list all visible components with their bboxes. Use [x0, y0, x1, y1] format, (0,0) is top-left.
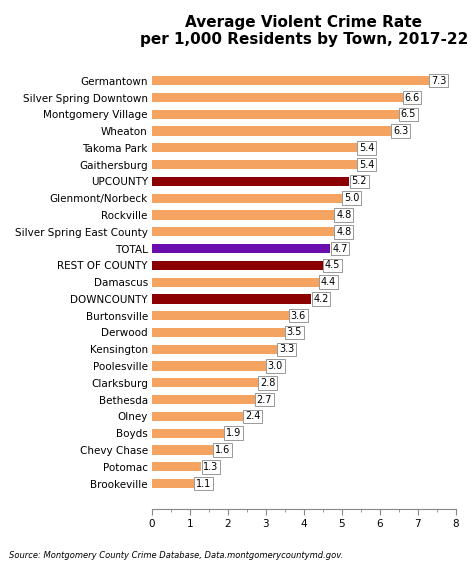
Text: 7.3: 7.3	[431, 76, 447, 86]
Bar	[152, 177, 349, 186]
Text: Source: Montgomery County Crime Database, Data.montgomerycountymd.gov.: Source: Montgomery County Crime Database…	[9, 551, 344, 560]
Bar	[152, 244, 330, 253]
Bar	[152, 76, 429, 85]
Bar	[152, 328, 285, 337]
Text: 4.2: 4.2	[313, 294, 329, 304]
Text: 4.7: 4.7	[332, 243, 348, 254]
Text: 2.4: 2.4	[245, 411, 260, 421]
Text: 6.3: 6.3	[393, 126, 408, 136]
Text: 1.6: 1.6	[215, 445, 230, 455]
Bar	[152, 227, 334, 236]
Text: 1.3: 1.3	[203, 462, 219, 472]
Bar	[152, 143, 357, 153]
Bar	[152, 462, 201, 471]
Text: 4.8: 4.8	[336, 210, 351, 220]
Text: 1.1: 1.1	[196, 479, 211, 489]
Text: 5.4: 5.4	[359, 143, 374, 153]
Bar	[152, 126, 391, 136]
Bar	[152, 395, 255, 404]
Text: 1.9: 1.9	[226, 428, 241, 438]
Text: 4.4: 4.4	[321, 277, 336, 287]
Bar	[152, 278, 319, 287]
Text: 5.2: 5.2	[351, 176, 367, 186]
Text: 4.8: 4.8	[336, 227, 351, 237]
Bar	[152, 378, 258, 388]
Text: 6.5: 6.5	[401, 109, 416, 119]
Bar	[152, 295, 311, 304]
Text: 2.7: 2.7	[256, 394, 272, 404]
Text: 6.6: 6.6	[404, 93, 419, 103]
Text: 3.6: 3.6	[291, 311, 306, 321]
Bar	[152, 479, 194, 488]
Text: 3.3: 3.3	[279, 344, 294, 354]
Text: 3.5: 3.5	[287, 328, 302, 338]
Text: 4.5: 4.5	[325, 260, 340, 270]
Text: 3.0: 3.0	[268, 361, 283, 371]
Bar	[152, 160, 357, 169]
Bar	[152, 110, 399, 119]
Bar	[152, 210, 334, 219]
Bar	[152, 412, 243, 421]
Bar	[152, 93, 402, 102]
Title: Average Violent Crime Rate
per 1,000 Residents by Town, 2017-22: Average Violent Crime Rate per 1,000 Res…	[140, 15, 468, 47]
Bar	[152, 194, 342, 203]
Bar	[152, 311, 289, 320]
Bar	[152, 429, 224, 438]
Text: 2.8: 2.8	[260, 378, 275, 388]
Bar	[152, 261, 323, 270]
Bar	[152, 361, 266, 371]
Text: 5.4: 5.4	[359, 160, 374, 169]
Text: 5.0: 5.0	[344, 193, 359, 203]
Bar	[152, 445, 213, 454]
Bar	[152, 344, 277, 354]
